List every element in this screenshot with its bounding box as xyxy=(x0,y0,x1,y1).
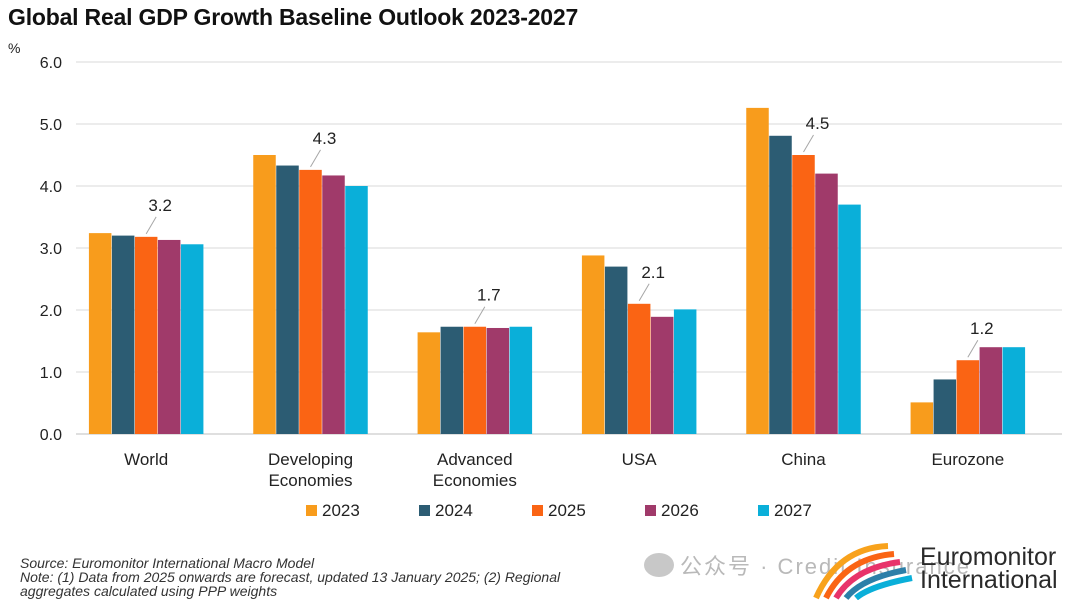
data-label-leader xyxy=(145,216,157,235)
watermark-text: 公众号 · Credit Insurance xyxy=(680,554,971,579)
legend-label: 2023 xyxy=(322,501,360,520)
legend-swatch xyxy=(645,505,656,516)
bar xyxy=(792,155,815,434)
bar xyxy=(769,135,792,434)
y-tick-label: 0.0 xyxy=(40,427,62,444)
category-label: Economies xyxy=(268,471,352,490)
data-label: 4.5 xyxy=(806,114,830,133)
y-tick-label: 1.0 xyxy=(40,365,62,382)
note-line-2: aggregates calculated using PPP weights xyxy=(20,583,278,599)
category-label: World xyxy=(124,450,168,469)
bar xyxy=(276,165,299,435)
bar xyxy=(345,186,368,434)
data-label: 1.7 xyxy=(477,286,501,305)
y-tick-label: 3.0 xyxy=(40,241,62,258)
data-label: 4.3 xyxy=(313,129,337,148)
euromonitor-brand: Euromonitor International xyxy=(808,540,1070,600)
y-tick-label: 6.0 xyxy=(40,55,62,72)
category-label: Developing xyxy=(268,450,353,469)
bar xyxy=(88,233,112,434)
data-label: 1.2 xyxy=(970,319,994,338)
bar xyxy=(604,266,628,434)
bar xyxy=(440,326,464,434)
y-unit-label: % xyxy=(8,40,20,56)
bar xyxy=(956,360,980,434)
brand-line-1: Euromonitor xyxy=(920,543,1057,571)
chart-title: Global Real GDP Growth Baseline Outlook … xyxy=(8,4,579,30)
wechat-icon xyxy=(644,553,674,577)
data-label-leader xyxy=(967,339,979,358)
bar xyxy=(910,402,934,434)
data-label-leader xyxy=(638,283,650,302)
brand-line-2: International xyxy=(920,566,1058,594)
data-label-leader xyxy=(474,306,486,324)
bar xyxy=(322,175,345,434)
source-note: Source: Euromonitor International Macro … xyxy=(20,555,315,571)
bar xyxy=(417,332,441,434)
watermark: 公众号 · Credit Insurance xyxy=(644,549,971,581)
y-tick-label: 5.0 xyxy=(40,117,62,134)
legend-swatch xyxy=(758,505,769,516)
bar xyxy=(1002,347,1026,434)
bar xyxy=(134,236,158,434)
euromonitor-arcs-logo xyxy=(813,543,913,600)
bar xyxy=(581,255,605,434)
data-label: 2.1 xyxy=(641,263,665,282)
bar xyxy=(509,326,533,434)
bar xyxy=(486,327,510,434)
bar xyxy=(627,303,651,434)
brand-text: Euromonitor International xyxy=(920,543,1058,594)
bar xyxy=(746,107,769,434)
data-label: 3.2 xyxy=(148,196,172,215)
data-label-leader xyxy=(803,134,814,153)
legend-label: 2027 xyxy=(774,501,812,520)
bar xyxy=(253,155,276,434)
legend-swatch xyxy=(532,505,543,516)
bar xyxy=(157,239,181,434)
bar xyxy=(180,244,204,434)
legend-swatch xyxy=(306,505,317,516)
category-label: Economies xyxy=(433,471,517,490)
gdp-bar-chart: % 0.0 1.0 2.0 3.0 4.0 5.0 6.0 World Developing Eco… xyxy=(8,40,1062,520)
legend-swatch xyxy=(419,505,430,516)
category-label: Advanced xyxy=(437,450,513,469)
data-label-leader xyxy=(310,149,321,168)
category-label: USA xyxy=(622,450,658,469)
legend-label: 2024 xyxy=(435,501,473,520)
bar xyxy=(933,379,957,434)
y-tick-label: 2.0 xyxy=(40,303,62,320)
bar xyxy=(463,326,487,434)
y-tick-label: 4.0 xyxy=(40,179,62,196)
category-label: China xyxy=(781,450,826,469)
legend-label: 2025 xyxy=(548,501,586,520)
bar xyxy=(299,169,322,434)
bar xyxy=(815,173,838,434)
footer-notes: Source: Euromonitor International Macro … xyxy=(20,556,560,598)
bar xyxy=(673,309,697,434)
note-line-1: Note: (1) Data from 2025 onwards are for… xyxy=(20,569,561,585)
bar xyxy=(979,347,1003,434)
bar xyxy=(838,204,861,434)
category-label: Eurozone xyxy=(931,450,1004,469)
bar xyxy=(650,316,674,434)
legend-label: 2026 xyxy=(661,501,699,520)
bar xyxy=(111,235,135,434)
